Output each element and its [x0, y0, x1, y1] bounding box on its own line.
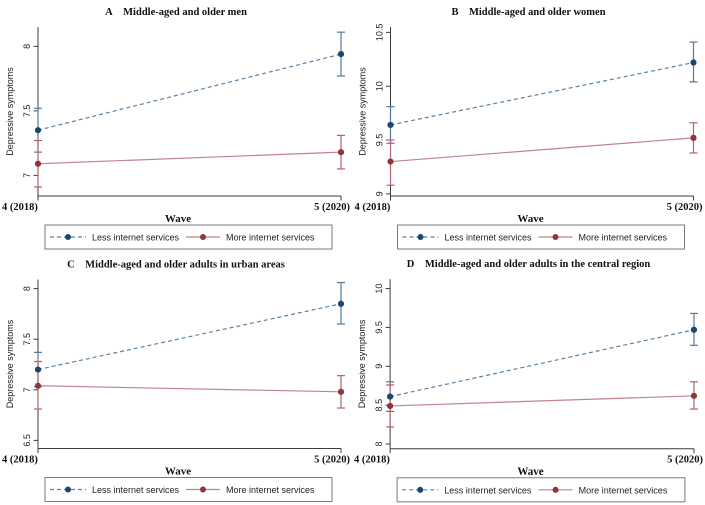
y-axis-label: Depressive symptoms: [357, 319, 367, 408]
legend-label-less: Less internet services: [444, 485, 532, 495]
y-tick-label: 8: [374, 442, 384, 447]
y-tick-label: 10.5: [375, 24, 385, 42]
legend-label-less: Less internet services: [92, 233, 180, 243]
data-point-marker: [34, 382, 42, 389]
data-point-marker: [34, 160, 42, 167]
data-point-marker: [337, 149, 345, 156]
series-line-more-internet: [37, 385, 342, 393]
panel-a-chart: A Middle-aged and older men Depressive sy…: [2, 7, 350, 250]
legend-label-more: More internet services: [579, 233, 668, 243]
data-point-marker: [387, 158, 394, 165]
data-point-marker: [690, 134, 697, 141]
x-axis-title: Wave: [165, 213, 191, 225]
legend-marker-less: [65, 486, 71, 493]
data-point-marker: [337, 300, 345, 307]
legend-marker-less: [417, 234, 424, 240]
y-tick-label: 7.5: [22, 105, 32, 118]
legend-marker-more: [200, 486, 206, 493]
legend-marker-less: [65, 234, 71, 240]
data-point-marker: [387, 121, 394, 129]
legend-marker-more: [552, 486, 559, 493]
x-tick-label: 4 (2018): [354, 455, 390, 466]
legend-label-less: Less internet services: [445, 233, 533, 243]
x-tick-label: 5 (2020): [667, 202, 703, 213]
legend-marker-more: [200, 234, 206, 240]
series-line-more-internet: [390, 137, 694, 163]
y-axis-label: Depressive symptoms: [5, 67, 15, 156]
x-axis-title: Wave: [517, 466, 543, 478]
data-point-marker: [690, 59, 697, 66]
y-tick-label: 9: [375, 191, 385, 196]
panel-title: D Middle-aged and older adults in the ce…: [407, 259, 651, 270]
data-point-marker: [690, 326, 698, 333]
legend-label-more: More internet services: [226, 233, 315, 243]
y-tick-label: 7: [22, 173, 32, 178]
panel-c: C Middle-aged and older adults in urban …: [0, 252, 352, 505]
panel-title: C Middle-aged and older adults in urban …: [67, 260, 285, 271]
y-tick-label: 8: [22, 44, 32, 49]
y-tick-label: 6.5: [22, 434, 32, 447]
legend-label-less: Less internet services: [92, 485, 180, 495]
y-tick-label: 7.5: [22, 333, 32, 346]
x-tick-label: 5 (2020): [314, 202, 350, 213]
y-tick-label: 9: [374, 364, 384, 369]
series-line-less-internet: [390, 61, 694, 126]
x-tick-label: 4 (2018): [355, 202, 391, 213]
panel-b: B Middle-aged and older women Depressive …: [352, 0, 705, 252]
x-tick-label: 5 (2020): [314, 455, 350, 466]
series-line-more-internet: [37, 151, 342, 165]
panel-c-chart: C Middle-aged and older adults in urban …: [2, 260, 350, 502]
panel-title: B Middle-aged and older women: [451, 7, 605, 18]
legend-marker-more: [552, 234, 559, 240]
panel-d: D Middle-aged and older adults in the ce…: [352, 252, 705, 505]
y-tick-label: 9.5: [375, 134, 385, 147]
x-tick-label: 5 (2020): [667, 455, 703, 466]
x-axis-title: Wave: [517, 213, 543, 225]
series-line-more-internet: [390, 395, 694, 407]
x-tick-label: 4 (2018): [2, 455, 38, 466]
y-axis-label: Depressive symptoms: [358, 67, 368, 156]
y-axis-label: Depressive symptoms: [5, 319, 15, 408]
panel-d-chart: D Middle-aged and older adults in the ce…: [354, 259, 703, 503]
y-tick-label: 10: [375, 81, 385, 91]
x-axis-title: Wave: [165, 466, 191, 478]
data-point-marker: [386, 393, 394, 400]
data-point-marker: [34, 127, 42, 134]
data-point-marker: [34, 366, 42, 373]
series-line-less-internet: [37, 53, 342, 131]
y-tick-label: 10: [374, 284, 384, 294]
legend-label-more: More internet services: [579, 485, 668, 495]
panel-a: A Middle-aged and older men Depressive sy…: [0, 0, 352, 252]
y-tick-label: 8.5: [374, 399, 384, 412]
legend-marker-less: [417, 486, 424, 493]
y-tick-label: 8: [22, 286, 32, 291]
data-point-marker: [337, 50, 345, 58]
legend-label-more: More internet services: [226, 485, 315, 495]
y-tick-label: 9.5: [374, 321, 384, 334]
panel-b-chart: B Middle-aged and older women Depressive …: [355, 7, 703, 250]
data-point-marker: [690, 392, 698, 399]
y-tick-label: 7: [22, 387, 32, 392]
data-point-marker: [337, 388, 345, 395]
panel-title: A Middle-aged and older men: [105, 7, 247, 18]
x-tick-label: 4 (2018): [2, 202, 38, 213]
series-line-less-internet: [389, 329, 695, 398]
data-point-marker: [386, 402, 394, 410]
series-line-less-internet: [37, 303, 342, 371]
